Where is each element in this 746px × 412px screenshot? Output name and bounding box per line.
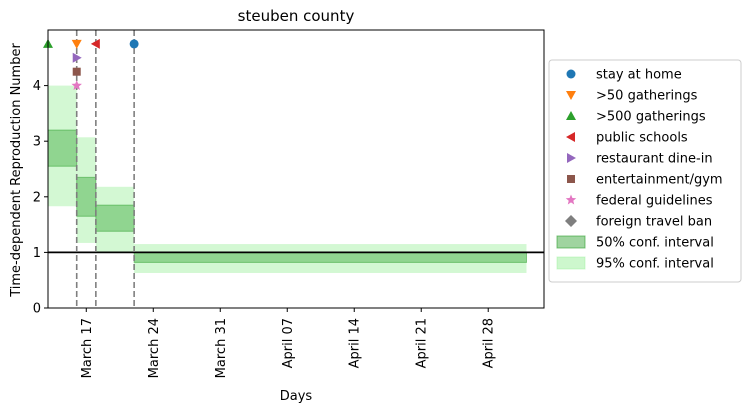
legend-marker-4 <box>567 153 576 163</box>
intervention-marker-4 <box>72 52 82 63</box>
intervention-marker-5 <box>72 67 81 76</box>
x-tick-label-0: March 17 <box>80 318 95 378</box>
ci50-band-1 <box>76 176 97 217</box>
x-tick-label-5: April 21 <box>415 318 430 368</box>
intervention-marker-0 <box>129 39 139 49</box>
plot-area: 0 1 2 3 4 March 17 March 24 March 31 April 07 Apr… <box>33 29 545 378</box>
y-tick-label-0: 0 <box>33 302 41 317</box>
legend-label-3: public schools <box>596 131 688 146</box>
ci50-band-2 <box>95 204 135 232</box>
legend-marker-3 <box>566 132 575 142</box>
x-tick-label-4: April 14 <box>348 318 363 368</box>
legend-marker-2 <box>566 111 576 120</box>
chart-title: steuben county <box>238 7 355 25</box>
legend-label-7: foreign travel ban <box>596 215 712 230</box>
legend-swatch-9 <box>556 256 586 270</box>
y-tick-label-1: 1 <box>33 246 41 261</box>
legend-marker-0 <box>566 69 576 79</box>
legend-box <box>548 59 742 283</box>
x-tick-label-1: March 24 <box>147 318 162 378</box>
legend-label-8: 50% conf. interval <box>596 236 714 251</box>
legend-label-1: >50 gatherings <box>596 89 698 104</box>
axes-frame <box>47 29 545 309</box>
y-tick-label-3: 3 <box>33 135 41 150</box>
legend-swatch-8 <box>556 235 586 249</box>
plot-content <box>48 30 544 308</box>
legend: stay at home >50 gatherings >500 gathering… <box>548 59 742 283</box>
legend-label-6: federal guidelines <box>596 194 713 209</box>
legend-marker-5 <box>567 175 575 183</box>
intervention-marker-1 <box>71 39 82 49</box>
legend-marker-6 <box>565 194 577 205</box>
x-tick-label-2: March 31 <box>214 318 229 378</box>
legend-label-0: stay at home <box>596 68 682 83</box>
legend-marker-7 <box>565 215 577 227</box>
legend-label-4: restaurant dine-in <box>596 152 713 167</box>
intervention-marker-6 <box>71 80 82 91</box>
legend-marker-1 <box>566 91 576 100</box>
x-axis-label: Days <box>280 389 313 404</box>
ci50-band-3 <box>133 251 527 263</box>
legend-label-9: 95% conf. interval <box>596 257 714 272</box>
legend-label-5: entertainment/gym <box>596 173 723 188</box>
y-tick-label-2: 2 <box>33 190 41 205</box>
intervention-marker-3 <box>90 38 100 49</box>
x-tick-label-6: April 28 <box>482 318 497 368</box>
ci50-band-0 <box>48 129 78 167</box>
x-tick-label-3: April 07 <box>281 318 296 368</box>
y-axis-label: Time-dependent Reproduction Number <box>9 43 24 298</box>
ci95-band-2 <box>95 186 135 253</box>
legend-label-2: >500 gatherings <box>596 110 706 125</box>
ci95-band-0 <box>48 85 77 207</box>
y-tick-label-4: 4 <box>33 79 41 94</box>
ci95-band-3 <box>134 244 527 273</box>
